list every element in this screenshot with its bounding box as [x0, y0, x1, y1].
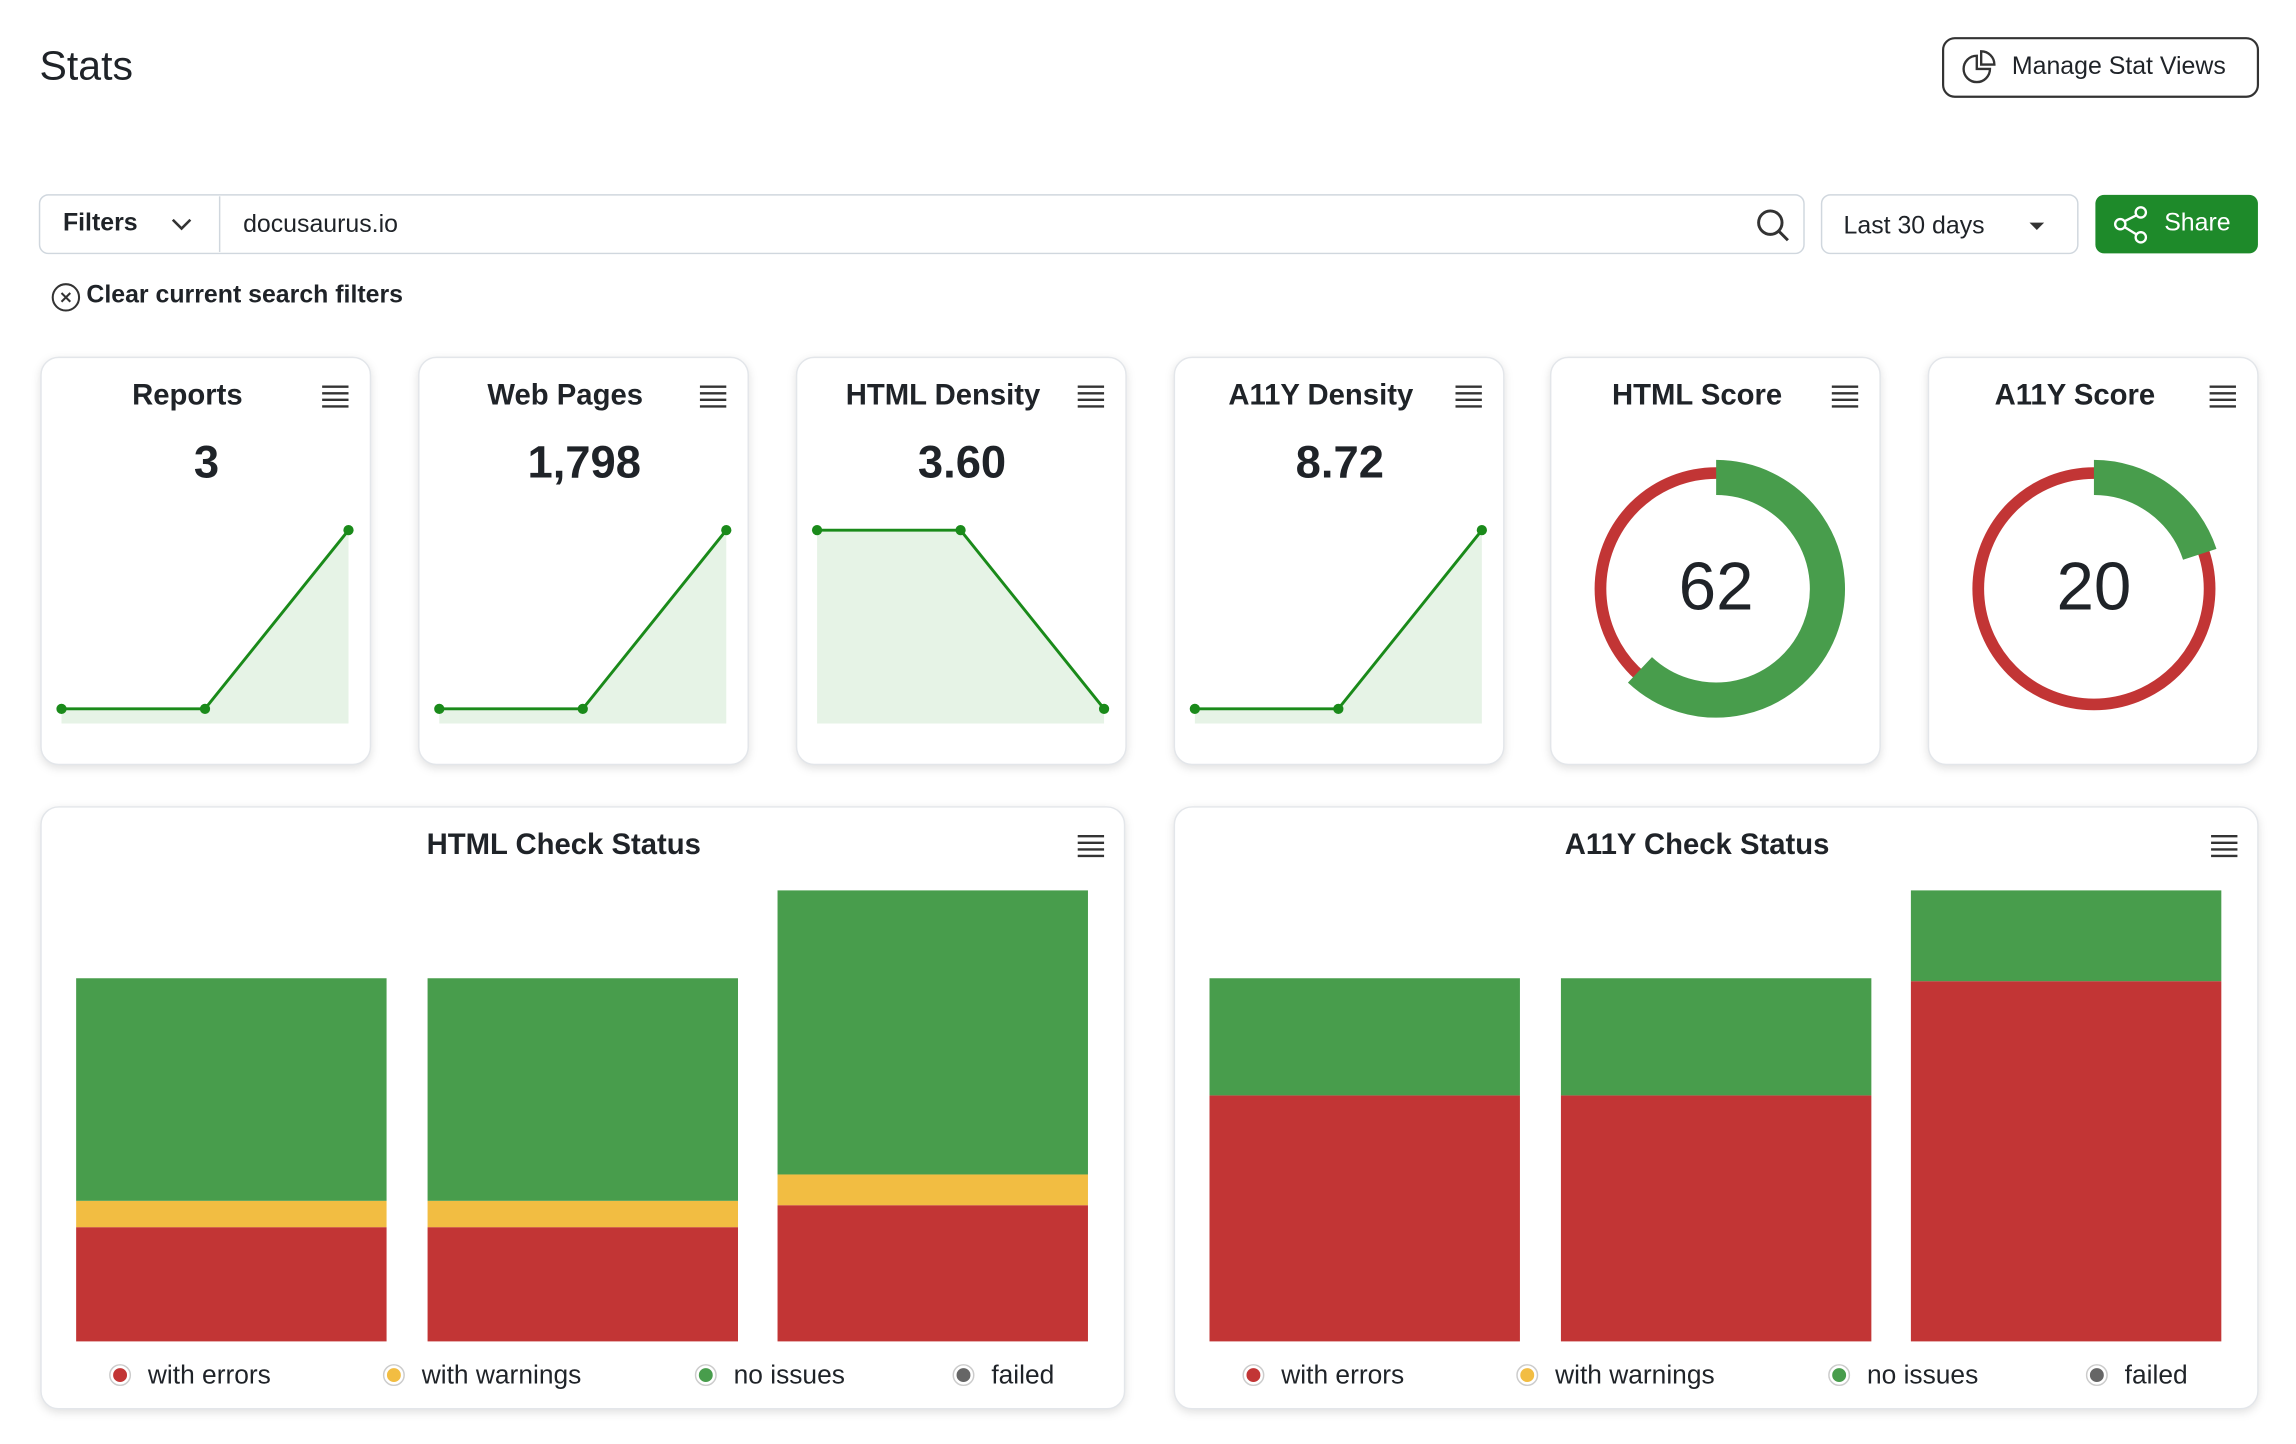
bar-segment — [427, 1227, 738, 1342]
sparkline-point — [199, 703, 211, 714]
search-box[interactable] — [38, 194, 1805, 255]
sparkline-area — [61, 530, 349, 724]
sparkline-point — [1098, 703, 1110, 714]
bar-segment — [777, 1205, 1088, 1342]
legend-label[interactable]: no issues — [1867, 1359, 1978, 1389]
chart-title: HTML Check Status — [427, 828, 701, 861]
card-title: HTML Density — [846, 379, 1041, 412]
legend-label[interactable]: with warnings — [1554, 1359, 1715, 1389]
manage-button[interactable] — [1942, 37, 2260, 98]
legend-label[interactable]: with warnings — [421, 1359, 582, 1389]
clear-filters[interactable]: Clear current search filters — [86, 280, 403, 308]
legend-label[interactable]: with errors — [1280, 1359, 1404, 1389]
legend-dot[interactable] — [110, 1365, 130, 1385]
sparkline-point — [721, 525, 732, 536]
filters-label[interactable]: Filters — [63, 209, 138, 237]
bar-segment — [1209, 1095, 1520, 1342]
manage-button-label: Manage Stat Views — [2012, 52, 2226, 80]
card-value: 8.72 — [1296, 437, 1384, 488]
legend-ring — [109, 1364, 132, 1387]
legend-ring — [2085, 1364, 2108, 1387]
sparkline-point — [343, 525, 354, 536]
legend-dot[interactable] — [1829, 1365, 1849, 1385]
legend-label[interactable]: no issues — [734, 1359, 845, 1389]
bar-segment — [1209, 978, 1520, 1096]
sparkline-point — [1189, 703, 1200, 714]
date-range: Last 30 days — [1844, 212, 1985, 240]
card-value: 1,798 — [527, 437, 641, 488]
card-title: A11Y Score — [1995, 379, 2156, 412]
sparkline-area — [439, 530, 727, 724]
caret — [2029, 222, 2045, 230]
legend-label[interactable]: failed — [991, 1359, 1054, 1389]
legend-ring — [382, 1364, 405, 1387]
gauge-arc — [2093, 459, 2217, 561]
chart-title: A11Y Check Status — [1565, 828, 1830, 861]
chevron — [171, 218, 192, 231]
bar-segment — [1560, 1095, 1872, 1342]
legend-ring — [1242, 1364, 1265, 1387]
legend-label[interactable]: with errors — [147, 1359, 271, 1389]
sparkline-area — [1194, 530, 1482, 724]
search-icon[interactable] — [1757, 209, 1789, 242]
search-query[interactable]: docusaurus.io — [243, 210, 398, 238]
legend-dot[interactable] — [1518, 1365, 1537, 1385]
date-dropdown[interactable] — [1820, 194, 2079, 255]
legend-dot[interactable] — [1244, 1365, 1263, 1385]
gauge-track — [1972, 467, 2216, 711]
sparkline-point — [1476, 525, 1487, 536]
share-label: Share — [2164, 209, 2230, 237]
sparkline-point — [56, 703, 67, 714]
clear-icon[interactable] — [51, 283, 81, 312]
bar-segment — [76, 978, 387, 1201]
card-title: HTML Score — [1612, 379, 1782, 412]
card-title: Web Pages — [487, 379, 643, 412]
sparkline-point — [434, 703, 445, 714]
bar-segment — [777, 1174, 1088, 1206]
legend-ring — [1828, 1364, 1851, 1387]
legend-ring — [952, 1364, 975, 1387]
legend-dot[interactable] — [384, 1365, 404, 1385]
legend-dot[interactable] — [2087, 1365, 2107, 1385]
legend-label[interactable]: failed — [2125, 1359, 2188, 1389]
pie-icon — [1962, 50, 1996, 84]
bar-segment — [1910, 981, 2222, 1342]
page-title: Stats — [40, 43, 133, 89]
bar-segment — [427, 978, 738, 1201]
sparkline-point — [811, 525, 823, 536]
bar-segment — [76, 1227, 387, 1342]
sparkline-point — [1333, 703, 1344, 714]
bar-segment — [1910, 890, 2222, 982]
gauge-value: 20 — [2056, 549, 2131, 624]
bar-segment — [777, 890, 1088, 1175]
sparkline-area — [817, 530, 1105, 724]
card-title: Reports — [132, 379, 243, 412]
card-value: 3 — [194, 437, 219, 488]
bar-segment — [76, 1200, 387, 1228]
gauge-value: 62 — [1679, 549, 1754, 624]
bar-segment — [427, 1200, 738, 1228]
card-title: A11Y Density — [1228, 379, 1414, 412]
legend-ring — [694, 1364, 717, 1387]
legend-ring — [1516, 1364, 1539, 1387]
share-icon — [2113, 206, 2148, 244]
sparkline-point — [955, 525, 966, 536]
sparkline-point — [577, 703, 588, 714]
legend-dot[interactable] — [696, 1365, 715, 1385]
legend-dot[interactable] — [954, 1365, 973, 1385]
bar-segment — [1560, 978, 1872, 1096]
gauge-arc — [1627, 459, 1845, 718]
card-value: 3.60 — [918, 437, 1006, 488]
